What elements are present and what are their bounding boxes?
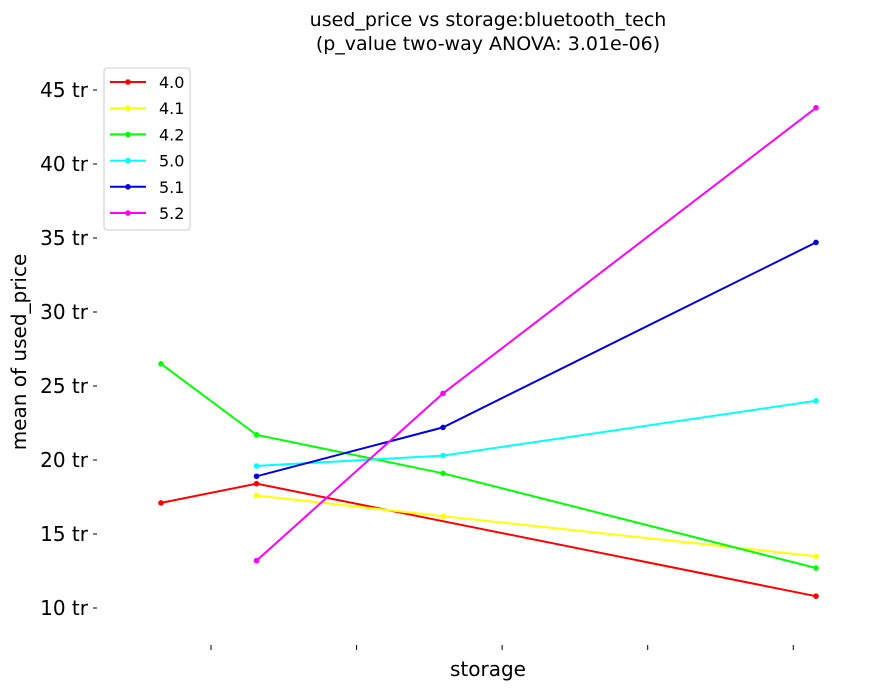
y-tick-label: 40 tr xyxy=(40,152,89,176)
legend-swatch-marker xyxy=(125,210,131,216)
legend-swatch-marker xyxy=(125,131,131,138)
y-tick-label: 10 tr xyxy=(40,596,89,620)
legend-swatch-marker xyxy=(125,157,131,164)
data-point xyxy=(440,513,446,520)
y-tick-label: 15 tr xyxy=(40,522,89,546)
data-point xyxy=(253,480,260,487)
x-axis-ticks xyxy=(210,645,794,650)
legend-swatch-marker xyxy=(125,79,131,85)
data-point xyxy=(813,239,819,246)
y-tick-label: 30 tr xyxy=(40,300,89,324)
data-point xyxy=(440,424,446,431)
legend-swatch-marker xyxy=(125,105,131,111)
data-point xyxy=(158,361,164,367)
y-tick-label: 20 tr xyxy=(40,448,89,472)
data-point xyxy=(813,593,819,599)
data-point xyxy=(253,557,260,564)
y-axis-ticks: 10 tr 15 tr 20 tr 25 tr 30 tr 35 tr 40 tr 45 tr xyxy=(40,78,97,620)
data-point xyxy=(813,565,819,571)
legend-swatch-marker xyxy=(125,184,131,190)
y-tick-label: 25 tr xyxy=(40,374,89,398)
data-point xyxy=(813,553,819,559)
data-point xyxy=(813,104,819,111)
chart-title-line-1: used_price vs storage:bluetooth_tech xyxy=(310,9,667,31)
series-lines xyxy=(158,104,819,599)
data-point xyxy=(253,432,260,438)
legend-entry-label: 4.0 xyxy=(159,73,184,92)
legend: 4.0 4.1 4.2 5.0 5.1 5.2 xyxy=(103,67,191,231)
legend-entry-label: 5.0 xyxy=(159,152,184,171)
y-axis-label: mean of used_price xyxy=(7,254,31,451)
series-line-4-2 xyxy=(160,362,817,569)
y-tick-label: 45 tr xyxy=(40,78,89,102)
y-tick-label: 35 tr xyxy=(40,226,89,250)
series-line-5-2 xyxy=(255,107,817,562)
data-point xyxy=(440,470,446,477)
data-point xyxy=(440,390,446,397)
data-point xyxy=(813,398,819,404)
data-point xyxy=(253,463,260,469)
series-line-4-0 xyxy=(160,482,817,598)
series-line-5-0 xyxy=(256,399,817,467)
data-point xyxy=(440,452,446,459)
data-point xyxy=(158,500,164,506)
legend-entry-label: 5.1 xyxy=(159,178,184,197)
legend-entry-label: 5.2 xyxy=(159,204,184,223)
chart-title-line-2: (p_value two-way ANOVA: 3.01e-06) xyxy=(316,33,660,55)
x-axis-label: storage xyxy=(450,657,526,681)
data-point xyxy=(253,473,260,480)
data-point xyxy=(253,492,260,499)
legend-entry-label: 4.1 xyxy=(159,99,184,118)
legend-entry-label: 4.2 xyxy=(159,125,184,144)
